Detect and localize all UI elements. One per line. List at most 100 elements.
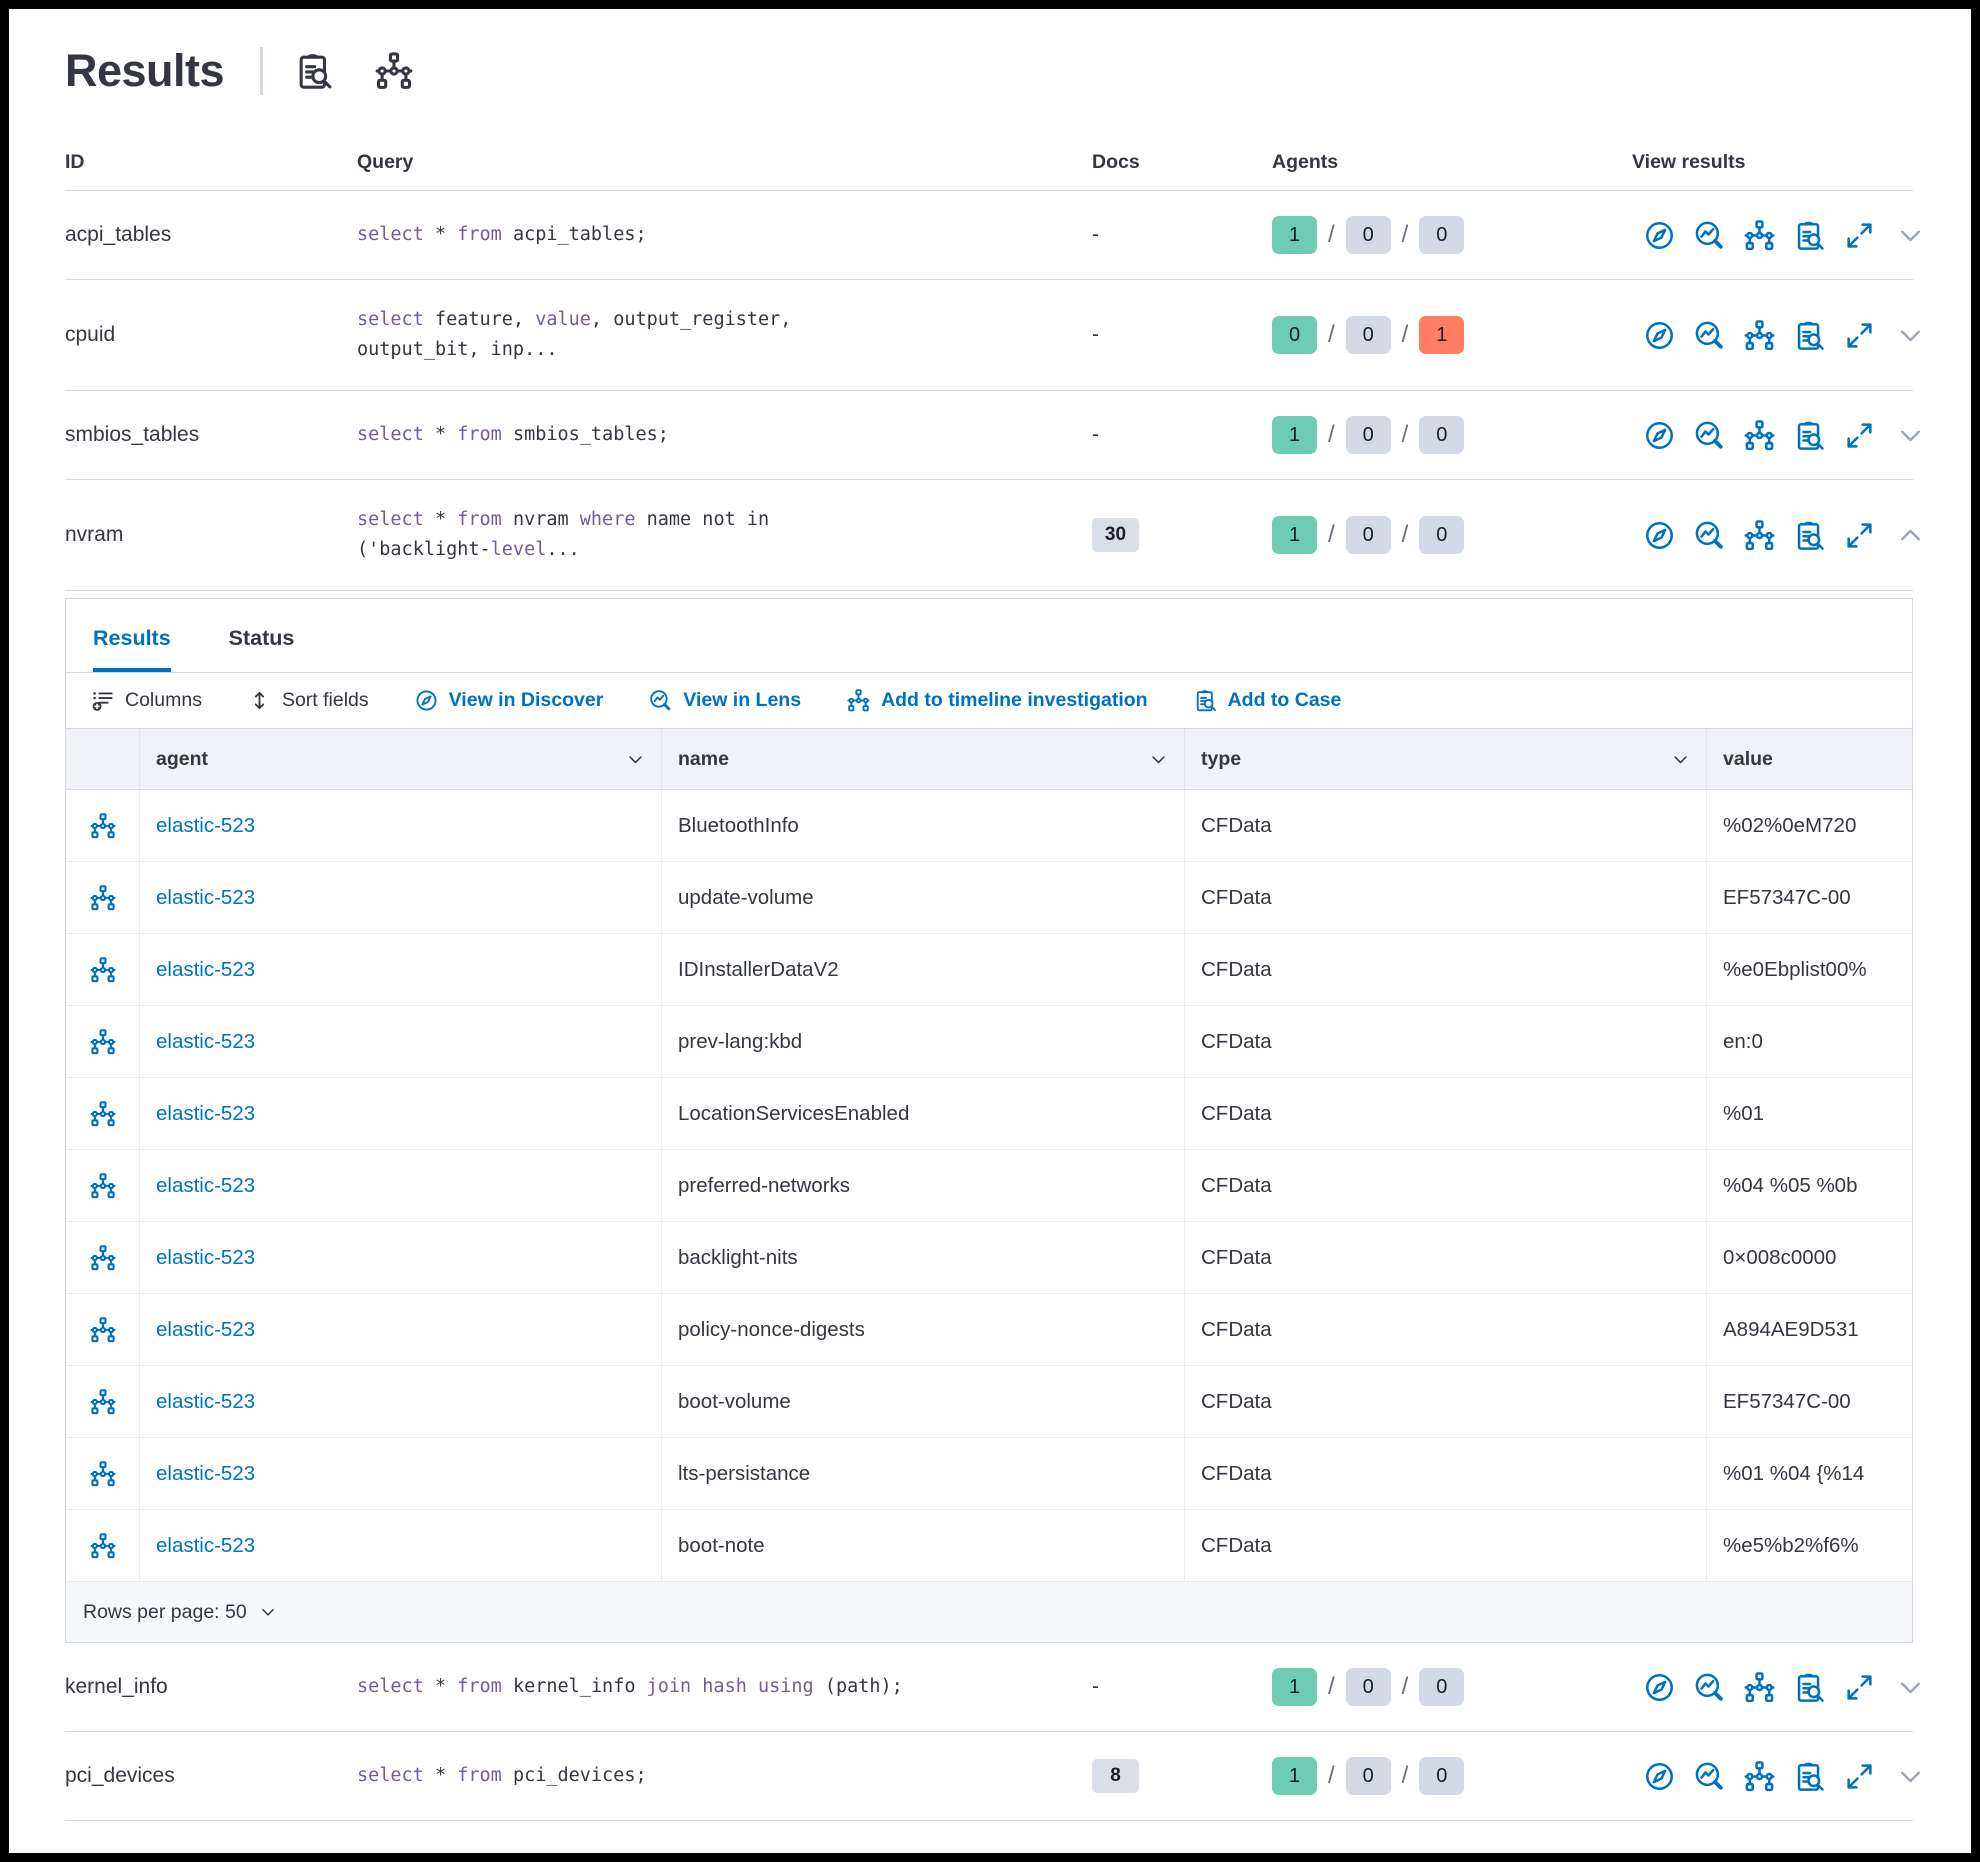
expand-row-button[interactable] [1896,1762,1925,1791]
row-timeline-button[interactable] [89,1100,116,1127]
view-results-cell [1632,1760,1925,1792]
query-cell: select * from kernel_info join hash usin… [357,1672,1092,1702]
add-to-timeline-button[interactable]: Add to timeline investigation [847,689,1148,712]
row-timeline-button[interactable] [89,1460,116,1487]
discover-button[interactable] [1644,420,1675,451]
expand-button[interactable] [1844,520,1875,551]
agent-link[interactable]: elastic-523 [156,1101,256,1125]
expand-row-button[interactable] [1896,221,1925,250]
agent-link[interactable]: elastic-523 [156,1245,256,1269]
grid-header-name[interactable]: name [662,729,1185,789]
result-row: elastic-523 backlight-nits CFData 0×008c000… [66,1222,1912,1294]
timeline-button[interactable] [1744,419,1775,451]
collapse-row-button[interactable] [1896,521,1925,550]
expand-button[interactable] [1844,1761,1875,1792]
results-table-header: ID Query Docs Agents View results [65,131,1913,191]
name-cell: boot-volume [662,1366,1185,1437]
agent-link[interactable]: elastic-523 [156,1317,256,1341]
inspect-button[interactable] [1794,1761,1825,1792]
agent-link[interactable]: elastic-523 [156,1173,256,1197]
discover-button[interactable] [1644,520,1675,551]
row-timeline-button[interactable] [89,1388,116,1415]
slash-separator: / [1328,521,1335,548]
value-cell: %e0Ebplist00% [1723,957,1867,981]
view-results-cell [1632,519,1925,551]
type-cell: CFData [1185,790,1707,861]
expand-button[interactable] [1844,320,1875,351]
tab-results[interactable]: Results [93,626,171,672]
row-timeline-button[interactable] [89,1316,116,1343]
type-cell: CFData [1185,1222,1707,1293]
agents-failed-badge: 0 [1419,1757,1465,1795]
row-timeline-button[interactable] [89,1244,116,1271]
tab-status[interactable]: Status [228,626,295,650]
expand-row-button[interactable] [1896,321,1925,350]
expand-button[interactable] [1844,420,1875,451]
timeline-button[interactable] [1744,1671,1775,1703]
inspect-button[interactable] [1794,1672,1825,1703]
lens-button[interactable] [1694,520,1725,551]
lens-button[interactable] [1694,320,1725,351]
inspect-button[interactable] [1794,420,1825,451]
row-timeline-button[interactable] [89,884,116,911]
name-cell: BluetoothInfo [662,790,1185,861]
agent-link[interactable]: elastic-523 [156,885,256,909]
timeline-button[interactable] [1744,1760,1775,1792]
row-timeline-button[interactable] [89,1172,116,1199]
inspect-button[interactable] [1794,320,1825,351]
expand-row-button[interactable] [1896,421,1925,450]
discover-button[interactable] [1644,1761,1675,1792]
row-actions-cell [66,1438,140,1509]
agent-link[interactable]: elastic-523 [156,1461,256,1485]
page-header: Results [65,45,1913,97]
lens-button[interactable] [1694,1761,1725,1792]
lens-button[interactable] [1694,420,1725,451]
inspect-button[interactable] [1794,220,1825,251]
agent-link[interactable]: elastic-523 [156,813,256,837]
discover-button[interactable] [1644,1672,1675,1703]
timeline-button[interactable] [1744,219,1775,251]
grid-header-type[interactable]: type [1185,729,1707,789]
lens-button[interactable] [1694,220,1725,251]
agents-cell: 1 / 0 / 0 [1272,516,1632,554]
row-timeline-button[interactable] [89,1532,116,1559]
view-in-lens-button[interactable]: View in Lens [649,689,801,712]
discover-button[interactable] [1644,320,1675,351]
row-timeline-button[interactable] [89,812,116,839]
result-row: elastic-523 policy-nonce-digests CFData A89… [66,1294,1912,1366]
slash-separator: / [1401,221,1409,248]
add-to-case-button[interactable]: Add to Case [1194,689,1341,712]
col-header-id: ID [65,151,85,173]
view-in-discover-button[interactable]: View in Discover [415,689,603,712]
expand-button[interactable] [1844,1672,1875,1703]
agent-link[interactable]: elastic-523 [156,1533,256,1557]
agent-cell: elastic-523 [140,1438,662,1509]
timeline-button[interactable] [1744,519,1775,551]
inspect-icon[interactable] [295,52,333,90]
timeline-icon[interactable] [375,52,413,90]
chevron-down-icon[interactable] [259,1603,277,1621]
agents-pending-badge: 0 [1345,216,1391,254]
columns-button[interactable]: Columns [91,689,202,712]
timeline-button[interactable] [1744,319,1775,351]
lens-button[interactable] [1694,1672,1725,1703]
discover-button[interactable] [1644,220,1675,251]
agents-pending-badge: 0 [1345,416,1391,454]
grid-header-value[interactable]: value [1723,747,1773,770]
docs-cell: 8 [1092,1759,1272,1793]
agents-cell: 1 / 0 / 0 [1272,1668,1632,1706]
row-timeline-button[interactable] [89,956,116,983]
rows-per-page[interactable]: Rows per page: 50 [83,1600,247,1623]
type-cell: CFData [1185,1510,1707,1581]
sort-fields-button[interactable]: Sort fields [248,689,369,712]
row-timeline-button[interactable] [89,1028,116,1055]
grid-header-agent[interactable]: agent [140,729,662,789]
expand-row-button[interactable] [1896,1673,1925,1702]
query-id: kernel_info [65,1675,168,1698]
expand-button[interactable] [1844,220,1875,251]
agent-link[interactable]: elastic-523 [156,957,256,981]
chevron-down-icon [626,750,645,769]
agent-link[interactable]: elastic-523 [156,1389,256,1413]
inspect-button[interactable] [1794,520,1825,551]
agent-link[interactable]: elastic-523 [156,1029,256,1053]
